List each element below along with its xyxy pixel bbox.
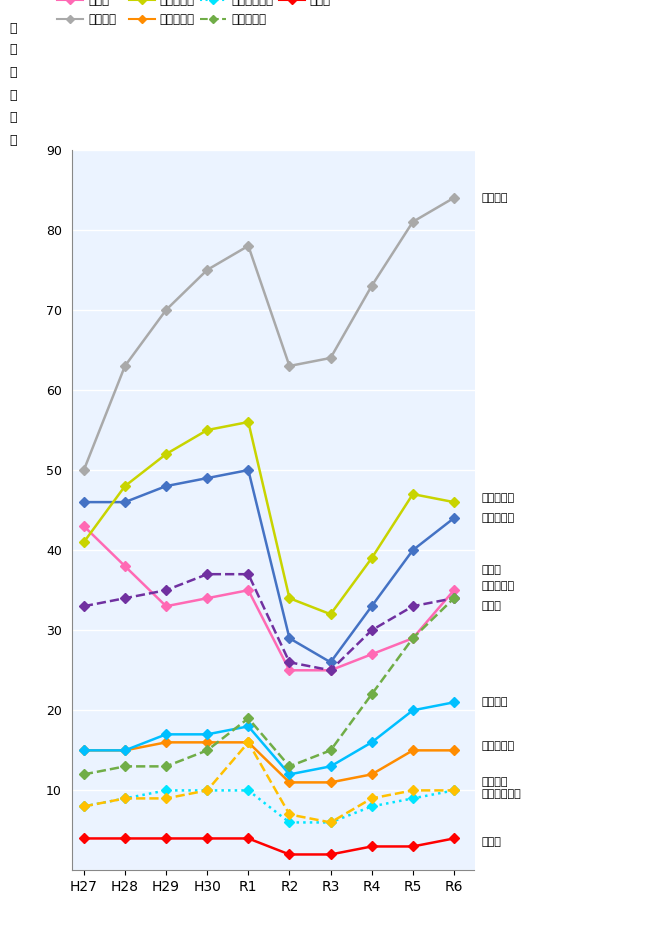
Text: かさ類: かさ類 (482, 565, 501, 576)
Text: （: （ (9, 89, 17, 102)
Text: かばん類: かばん類 (482, 697, 508, 708)
Text: 万: 万 (9, 22, 17, 35)
Text: 点: 点 (9, 134, 17, 147)
Text: 衣類履物類: 衣類履物類 (482, 513, 515, 523)
Legend: 衣類履物類, かさ類, 証明書類, 財布類, 有価証券類, 携帯電話類, かばん類, カメラ眼鏡類, 電気製品類, 貴金属類, 時計類: 衣類履物類, かさ類, 証明書類, 財布類, 有価証券類, 携帯電話類, かばん… (57, 0, 338, 26)
Text: 数: 数 (9, 111, 17, 124)
Text: カメラ眼鏡類: カメラ眼鏡類 (482, 789, 521, 799)
Text: 有価証券類: 有価証券類 (482, 493, 515, 504)
Text: 証明書類: 証明書類 (482, 193, 508, 203)
Text: 財布類: 財布類 (482, 601, 501, 611)
Text: 位: 位 (9, 43, 17, 56)
Text: 貴金属類: 貴金属類 (482, 778, 508, 787)
Text: 単: 単 (9, 66, 17, 79)
Text: 携帯電話類: 携帯電話類 (482, 741, 515, 752)
Text: 電気製品類: 電気製品類 (482, 581, 515, 592)
Text: 時計類: 時計類 (482, 838, 501, 847)
